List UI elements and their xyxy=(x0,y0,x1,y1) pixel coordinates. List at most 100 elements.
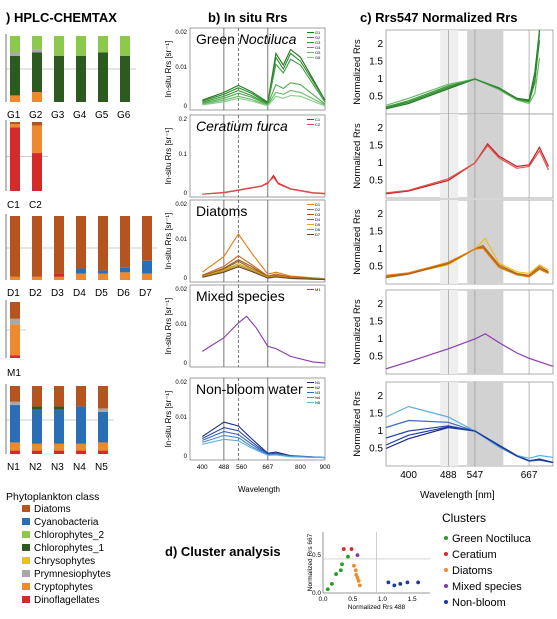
bar-segment xyxy=(10,216,20,277)
norm-y-tick: 2 xyxy=(377,209,383,220)
norm-light-band xyxy=(440,30,459,114)
insitu-legend-label: D3 xyxy=(315,212,321,217)
insitu-legend-label: N4 xyxy=(315,395,321,400)
phytoplankton-legend: Phytoplankton class Diatoms Cyanobacteria… xyxy=(6,491,111,606)
bar-segment xyxy=(120,216,130,268)
bar-segment xyxy=(32,36,42,50)
panel-c-xlabel: Wavelength [nm] xyxy=(420,490,495,501)
legend-label: Prymnesiophytes xyxy=(34,569,111,580)
norm-y-tick: 1 xyxy=(377,244,383,255)
bar-segment xyxy=(54,276,64,280)
legend-label: Dinoflagellates xyxy=(34,595,100,606)
legend-title: Phytoplankton class xyxy=(6,491,99,503)
insitu-label-part: Green xyxy=(196,31,239,47)
panel-c-title: c) Rrs547 Normalized Rrs xyxy=(360,10,518,25)
cluster-legend-label: Ceratium xyxy=(452,549,497,561)
scatter-point xyxy=(338,568,343,573)
insitu-legend-label: G6 xyxy=(315,55,321,60)
norm-y-tick: 2 xyxy=(377,299,383,310)
cluster-legend: Clusters Green Noctiluca Ceratium Diatoms M… xyxy=(442,511,532,609)
bar-category-label: D5 xyxy=(95,288,108,299)
insitu-y-tick: 0.01 xyxy=(175,65,187,71)
scatter-ylabel: Normalized Rrs 667 xyxy=(307,533,314,591)
bar-segment xyxy=(10,95,20,102)
bar-segment xyxy=(142,273,152,280)
insitu-series-line xyxy=(202,94,326,107)
scatter-point xyxy=(341,547,346,551)
norm-x-tick: 667 xyxy=(521,470,538,481)
legend-label: Cyanobacteria xyxy=(34,517,99,528)
legend-swatch xyxy=(22,557,30,564)
bar-segment xyxy=(54,406,64,410)
legend-swatch xyxy=(22,570,30,577)
insitu-y-tick: 0.2 xyxy=(179,117,188,123)
insitu-ylabel: In-situ Rrs [sr⁻¹] xyxy=(164,41,173,98)
insitu-series-line xyxy=(202,266,326,281)
insitu-x-tick: 800 xyxy=(295,464,306,471)
norm-y-tick: 1.5 xyxy=(369,409,383,420)
insitu-y-tick: 0.01 xyxy=(175,322,187,328)
norm-series-line xyxy=(385,426,554,464)
insitu-frame xyxy=(189,114,326,198)
bar-segment xyxy=(32,153,42,191)
bar-segment xyxy=(120,55,130,102)
scatter-point xyxy=(355,553,360,558)
bar-category-label: N5 xyxy=(95,462,108,473)
norm-y-tick: 1.5 xyxy=(369,227,383,238)
scatter-point xyxy=(356,578,361,583)
scatter-point xyxy=(325,587,330,592)
insitu-y-tick: 0 xyxy=(184,276,188,282)
bar-segment xyxy=(10,355,20,358)
norm-ylabel: Normalized Rrs xyxy=(352,391,363,457)
bar-segment xyxy=(98,408,108,412)
scatter-point xyxy=(354,572,359,577)
norm-shaded-band xyxy=(467,30,504,114)
bar-segment xyxy=(76,268,86,274)
insitu-y-tick: 0.02 xyxy=(175,287,187,293)
bar-segment xyxy=(32,216,42,277)
norm-light-band xyxy=(440,290,459,374)
bar-segment xyxy=(120,36,130,56)
scatter-point xyxy=(334,572,338,576)
insitu-series-line xyxy=(202,438,326,459)
insitu-y-tick: 0 xyxy=(184,361,188,367)
insitu-subplot-label: Green Noctiluca xyxy=(196,31,297,47)
insitu-ylabel: In-situ Rrs [sr⁻¹] xyxy=(164,128,173,185)
insitu-subplot-label: Non-bloom water xyxy=(196,381,303,397)
norm-y-tick: 1 xyxy=(377,74,383,85)
panel-b-xlabel: Wavelength xyxy=(238,485,280,494)
norm-y-tick: 1.5 xyxy=(369,141,383,152)
norm-y-tick: 2 xyxy=(377,39,383,50)
bar-segment xyxy=(32,450,42,454)
bar-segment xyxy=(10,442,20,451)
bar-category-label: N2 xyxy=(29,462,42,473)
insitu-subplot-label: Diatoms xyxy=(196,203,247,219)
insitu-legend-label: N2 xyxy=(315,385,321,390)
bar-segment xyxy=(10,324,20,356)
bar-segment xyxy=(10,52,20,56)
norm-ylabel: Normalized Rrs xyxy=(352,209,363,275)
bar-category-label: G4 xyxy=(73,110,87,121)
scatter-point xyxy=(330,582,334,586)
bar-segment xyxy=(142,216,152,261)
scatter-x-tick: 0.5 xyxy=(348,596,357,603)
bar-segment xyxy=(10,318,20,325)
bar-segment xyxy=(32,386,42,407)
legend-label: Chlorophytes_1 xyxy=(34,543,104,554)
insitu-y-tick: 0.02 xyxy=(175,202,187,208)
scatter-point xyxy=(357,583,362,588)
bar-segment xyxy=(32,49,42,53)
panel-a-hplc: ) HPLC-CHEMTAX G1 G2 G3 G4 G5 G6 C1 C2 D1 D2 D3 D4 D… xyxy=(5,10,158,473)
legend-swatch xyxy=(22,518,30,525)
insitu-legend-label: G2 xyxy=(315,35,321,40)
bar-category-label: G6 xyxy=(117,110,131,121)
norm-y-tick: 0.5 xyxy=(369,176,383,187)
panel-c-normalized: c) Rrs547 Normalized Rrs 0.5 1 1.5 2 Normali… xyxy=(352,10,554,501)
bar-segment xyxy=(10,276,20,280)
norm-series-line xyxy=(385,57,541,106)
bar-category-label: M1 xyxy=(7,368,21,379)
insitu-x-tick: 488 xyxy=(218,464,229,471)
norm-series-line xyxy=(385,405,554,459)
legend-label: Diatoms xyxy=(34,504,71,515)
